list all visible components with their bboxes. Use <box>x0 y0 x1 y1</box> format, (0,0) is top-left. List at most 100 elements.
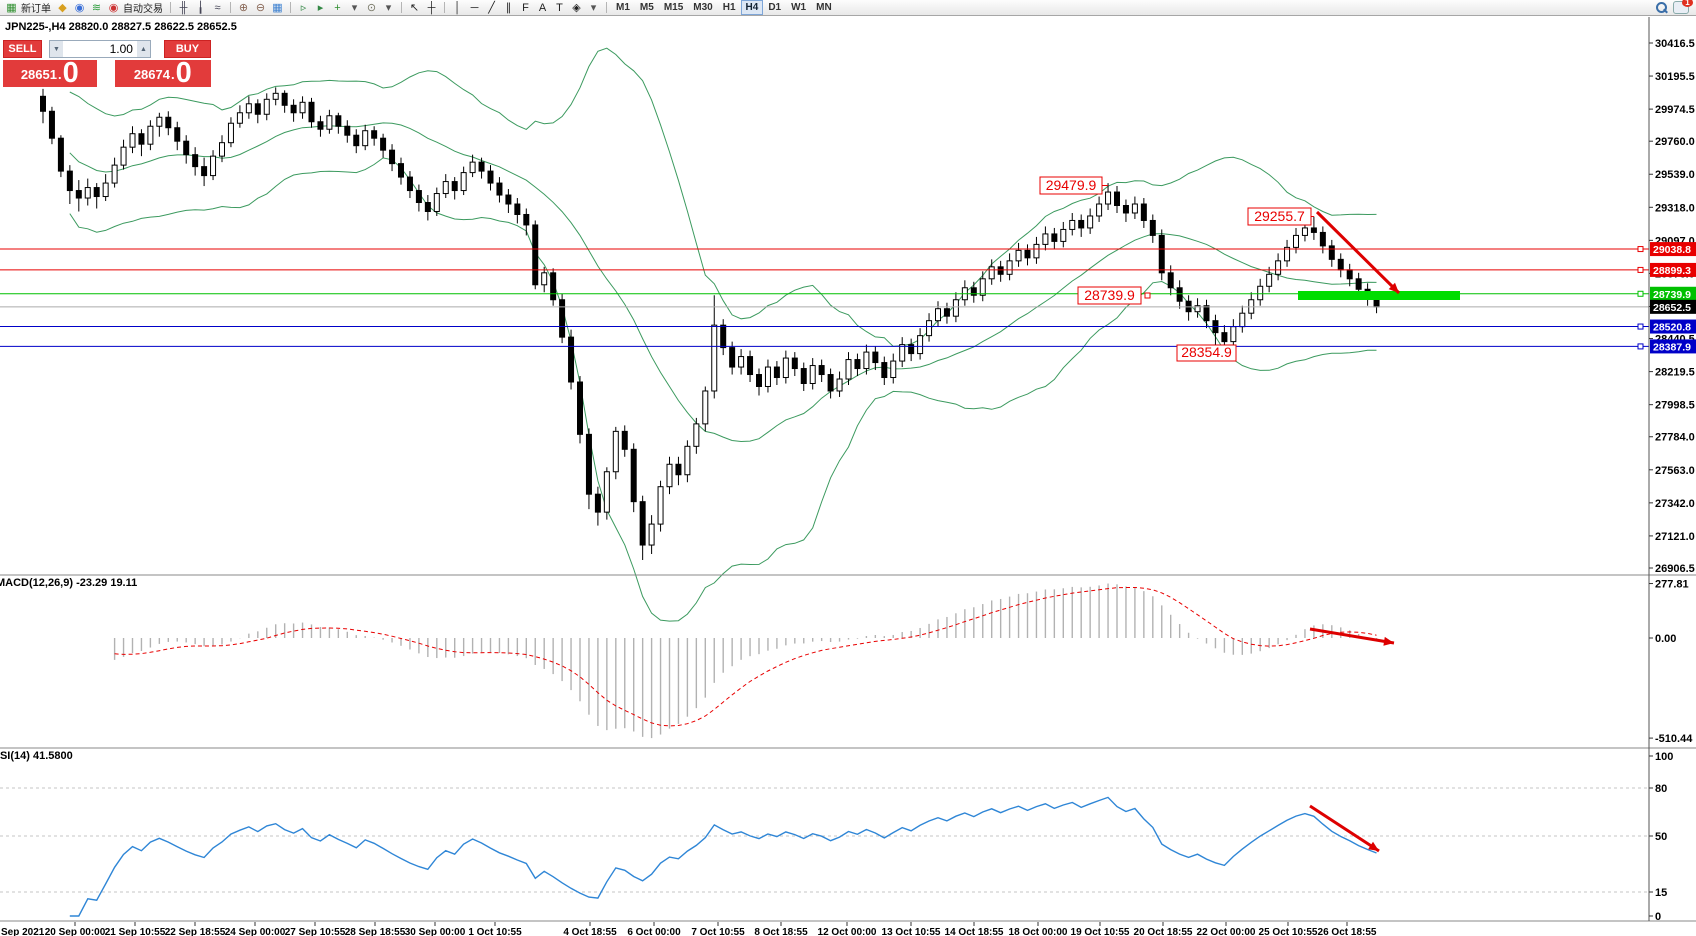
autotrade-label[interactable]: 自动交易 <box>123 4 163 15</box>
price-annotation[interactable]: 28354.9 <box>1176 344 1237 362</box>
community-icon[interactable]: ◉ <box>74 1 85 14</box>
caret-icon[interactable]: ▾ <box>351 1 358 14</box>
axis-tick-label: 28219.5 <box>1655 367 1695 379</box>
timeframe-button-d1[interactable]: D1 <box>768 2 782 13</box>
candle-body <box>908 344 915 355</box>
axis-tick-label: 30195.5 <box>1655 71 1695 83</box>
new-order-icon[interactable]: ▦ <box>6 1 17 14</box>
buy-price[interactable]: 28674. 0 <box>114 59 211 88</box>
chat-icon[interactable]: 1 <box>1673 0 1693 14</box>
trendline-icon[interactable]: ╱ <box>488 1 495 14</box>
timeframe-button-m30[interactable]: M30 <box>693 2 713 13</box>
highlight-zone[interactable] <box>1298 291 1460 300</box>
time-label: 22 Oct 00:00 <box>1197 927 1256 936</box>
chart-canvas[interactable]: 30416.5 30195.5 29974.5 29760.0 29539.0 29318… <box>0 16 1696 936</box>
tile-windows-icon[interactable]: ▦ <box>272 1 283 14</box>
sell-price[interactable]: 28651. 0 <box>3 59 97 88</box>
line-chart-icon[interactable]: ≈ <box>214 1 221 14</box>
candle-body <box>1293 234 1299 248</box>
time-axis[interactable]: Sep 2021 20 Sep 00:00 21 Sep 10:55 22 Sep 1… <box>1 922 1377 936</box>
axis-tick-label: 27342.0 <box>1655 498 1695 510</box>
notification-badge: 1 <box>1682 0 1693 7</box>
price-annotation[interactable]: 29479.9 <box>1039 176 1109 195</box>
axis-tick-label: 29974.5 <box>1655 104 1695 116</box>
shapes-icon[interactable]: ◈ <box>572 1 581 14</box>
price-annotation[interactable]: 28739.9 <box>1077 286 1151 305</box>
candle-body <box>371 130 378 139</box>
cursor-icon[interactable]: ↖ <box>409 1 420 14</box>
price-badge-label: 28520.8 <box>1653 322 1691 334</box>
candle-body <box>594 493 601 513</box>
candle-body <box>210 155 217 177</box>
candle-body <box>120 146 127 166</box>
timeframe-button-m5[interactable]: M5 <box>639 2 654 13</box>
buy-button[interactable]: BUY <box>163 40 211 58</box>
candle-body <box>156 116 163 127</box>
candle-body <box>299 101 306 114</box>
time-label: 22 Sep 18:55 <box>165 927 226 936</box>
bar-chart-icon[interactable]: ╫ <box>179 1 188 14</box>
vertical-line-icon[interactable]: │ <box>454 1 461 14</box>
candle-chart-icon[interactable]: ╽ <box>197 1 204 14</box>
text-icon[interactable]: A <box>538 1 547 14</box>
timeframe-button-m1[interactable]: M1 <box>616 2 630 13</box>
candle-body <box>478 161 485 172</box>
annotation-box[interactable] <box>1247 207 1312 226</box>
trend-arrow[interactable] <box>1309 627 1395 645</box>
annotation-text: 28354.9 <box>1181 344 1232 360</box>
sell-button[interactable]: SELL <box>3 40 42 58</box>
auto-scroll-icon[interactable]: ▹ <box>300 1 307 14</box>
candle-body <box>523 213 530 226</box>
new-order-label[interactable]: 新订单 <box>21 4 51 15</box>
text-label-icon[interactable]: T <box>556 1 563 14</box>
sell-price-main: 28651 <box>20 67 57 82</box>
caret-icon[interactable]: ▾ <box>385 1 392 14</box>
annotation-box[interactable] <box>1077 286 1142 305</box>
axis-tick-label: 277.81 <box>1655 579 1689 591</box>
candle-body <box>1230 326 1237 343</box>
trend-arrow[interactable] <box>1309 804 1380 853</box>
candle-body <box>1203 305 1210 322</box>
cleanup-icon[interactable]: ◆ <box>58 1 67 14</box>
chart-shift-icon[interactable]: ▸ <box>317 1 324 14</box>
candle-body <box>854 359 861 370</box>
add-indicator-icon[interactable]: + <box>334 1 341 14</box>
signal-icon[interactable]: ≋ <box>91 1 102 14</box>
time-label: 25 Oct 10:55 <box>1259 927 1318 936</box>
volume-up-button[interactable]: ▲ <box>136 41 150 57</box>
channel-icon[interactable]: ∥ <box>505 1 512 14</box>
candle-body <box>344 125 351 136</box>
timeframe-button-m15[interactable]: M15 <box>663 2 684 13</box>
candle-body <box>926 320 933 337</box>
caret-icon[interactable]: ▾ <box>590 1 597 14</box>
candle-body <box>1105 191 1112 205</box>
volume-input[interactable]: 1.00 <box>62 41 137 57</box>
trend-arrow[interactable] <box>1315 210 1401 295</box>
fibonacci-icon[interactable]: F <box>522 1 529 14</box>
candle-body <box>245 103 252 114</box>
candle-body <box>433 193 440 212</box>
autotrade-icon[interactable]: ◉ <box>108 1 119 14</box>
volume-down-button[interactable]: ▼ <box>49 41 63 57</box>
crosshair-icon[interactable]: ┼ <box>427 1 436 14</box>
candle-body <box>505 194 512 205</box>
timeframe-button-mn[interactable]: MN <box>816 2 832 13</box>
candle-body <box>1221 332 1228 343</box>
annotation-box[interactable] <box>1176 344 1237 362</box>
horizontal-line-icon[interactable]: ─ <box>470 1 479 14</box>
timeframe-button-h1[interactable]: H1 <box>722 2 736 13</box>
candle-body <box>406 176 413 192</box>
candle-body <box>970 287 977 296</box>
candle-body <box>1301 227 1308 236</box>
zoom-out-icon[interactable]: ⊖ <box>255 1 266 14</box>
search-icon[interactable] <box>1656 2 1668 14</box>
annotation-box[interactable] <box>1039 176 1103 195</box>
period-icon[interactable]: ⊙ <box>366 1 377 14</box>
price-annotation[interactable]: 29255.7 <box>1247 207 1314 226</box>
buy-price-main: 28674 <box>133 67 170 82</box>
main-toolbar: ▦ 新订单 ◆ ◉ ≋ ◉ 自动交易 ╫ ╽ ≈ ⊕ ⊖ ▦ ▹ ▸ + ▾ ⊙ ▾ ↖ ┼ │ ─ ╱ ∥ F A T ◈ ▾ M1 M5 M… <box>0 0 1696 16</box>
candle-body <box>1069 219 1076 230</box>
timeframe-button-h4[interactable]: H4 <box>740 0 764 15</box>
zoom-in-icon[interactable]: ⊕ <box>238 1 249 14</box>
timeframe-button-w1[interactable]: W1 <box>791 2 807 13</box>
